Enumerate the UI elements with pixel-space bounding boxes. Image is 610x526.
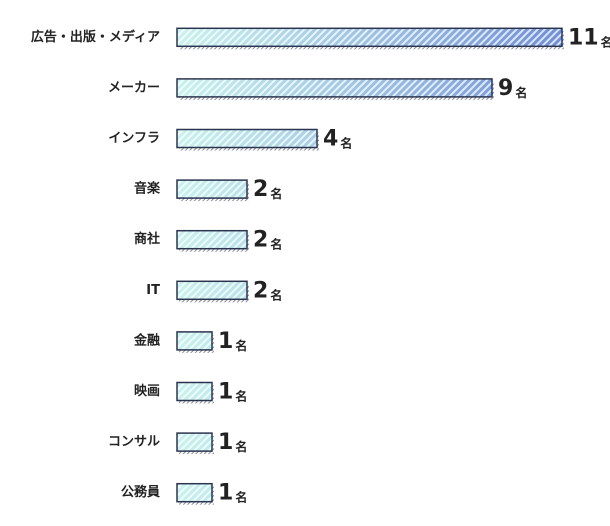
category-label: 公務員 (121, 484, 160, 500)
value-number: 2 (253, 278, 268, 303)
category-label: メーカー (108, 80, 160, 95)
value-number: 1 (218, 481, 233, 506)
value-number: 1 (218, 380, 233, 405)
bar-hatch (176, 179, 248, 199)
bar-hatch (176, 128, 318, 149)
bar-hatch (176, 331, 213, 351)
value-unit: 名 (235, 439, 247, 454)
value-unit: 名 (235, 388, 247, 403)
value-number: 1 (218, 430, 233, 455)
value-number: 4 (323, 127, 338, 152)
category-label: コンサル (108, 435, 160, 450)
value-unit: 名 (270, 186, 282, 201)
value-unit: 名 (235, 337, 247, 352)
category-label: 映画 (134, 383, 160, 399)
category-label: 金融 (133, 332, 160, 348)
value-unit: 名 (270, 236, 282, 251)
bar-hatch (176, 381, 213, 402)
category-label: IT (146, 283, 160, 298)
category-label: 広告・出版・メディア (31, 29, 160, 45)
value-number: 1 (218, 329, 233, 354)
bar-hatch (176, 482, 213, 503)
category-label: 音楽 (134, 181, 161, 197)
bar-hatch (176, 432, 213, 452)
value-number: 2 (253, 228, 268, 253)
value-unit: 名 (601, 34, 610, 49)
value-number: 9 (498, 76, 513, 101)
bar-hatch (176, 27, 563, 48)
bar-hatch (176, 78, 493, 98)
value-unit: 名 (235, 489, 247, 504)
value-unit: 名 (515, 84, 527, 99)
category-label: インフラ (108, 131, 160, 146)
value-number: 11 (568, 25, 599, 50)
value-unit: 名 (270, 287, 282, 302)
value-unit: 名 (340, 135, 352, 150)
bar-hatch (176, 229, 248, 250)
value-number: 2 (253, 177, 268, 202)
category-label: 商社 (134, 231, 160, 247)
bar-hatch (176, 280, 248, 301)
value-label: 11 名 (568, 25, 610, 50)
